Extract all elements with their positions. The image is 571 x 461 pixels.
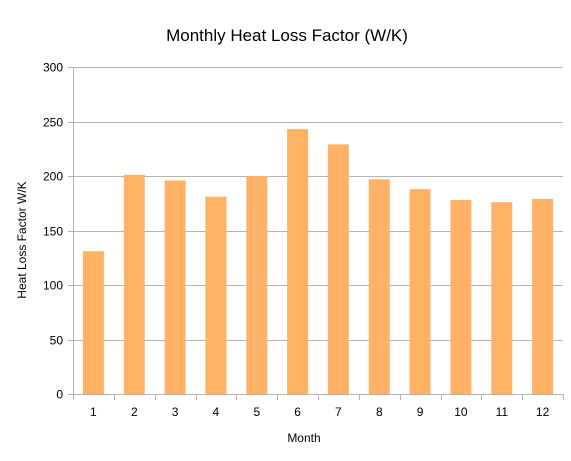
bar-month-10 [450, 200, 472, 394]
x-tick-label: 5 [253, 405, 260, 419]
bar-month-1 [82, 251, 104, 394]
x-tick-label: 12 [536, 405, 550, 419]
y-tick-labels: 0 50 100 150 200 250 300 [43, 61, 63, 402]
bar-month-4 [205, 196, 227, 394]
x-tick-label: 4 [213, 405, 220, 419]
bar-month-3 [164, 180, 186, 394]
x-tick-label: 7 [335, 405, 342, 419]
y-tick-label: 100 [43, 279, 63, 293]
x-tick-label: 2 [131, 405, 138, 419]
y-tick-label: 150 [43, 225, 63, 239]
bar-month-11 [491, 202, 513, 394]
bars [82, 129, 554, 394]
x-tick-label: 1 [90, 405, 97, 419]
bar-month-2 [123, 174, 145, 394]
bar-month-7 [327, 144, 349, 394]
gridlines [68, 67, 563, 395]
axes [73, 67, 564, 400]
x-tick-label: 10 [454, 405, 468, 419]
x-tick-label: 9 [417, 405, 424, 419]
x-tick-label: 3 [172, 405, 179, 419]
x-tick-labels: 1 2 3 4 5 6 7 8 9 10 11 12 [90, 405, 550, 419]
x-axis-title: Month [287, 431, 320, 445]
x-tick-label: 11 [496, 405, 509, 419]
y-tick-label: 0 [56, 388, 63, 402]
bar-month-9 [409, 189, 431, 394]
x-tick-label: 8 [376, 405, 383, 419]
bar-month-8 [368, 179, 390, 394]
y-axis-title: Heat Loss Factor W/K [15, 181, 29, 298]
y-tick-label: 250 [43, 116, 63, 130]
chart-title: Monthly Heat Loss Factor (W/K) [166, 26, 408, 45]
x-tick-label: 6 [294, 405, 301, 419]
y-tick-label: 50 [50, 334, 64, 348]
y-tick-label: 300 [43, 61, 63, 75]
bar-month-5 [246, 176, 268, 394]
bar-month-6 [287, 129, 309, 394]
bar-month-12 [532, 198, 554, 394]
y-tick-label: 200 [43, 170, 63, 184]
